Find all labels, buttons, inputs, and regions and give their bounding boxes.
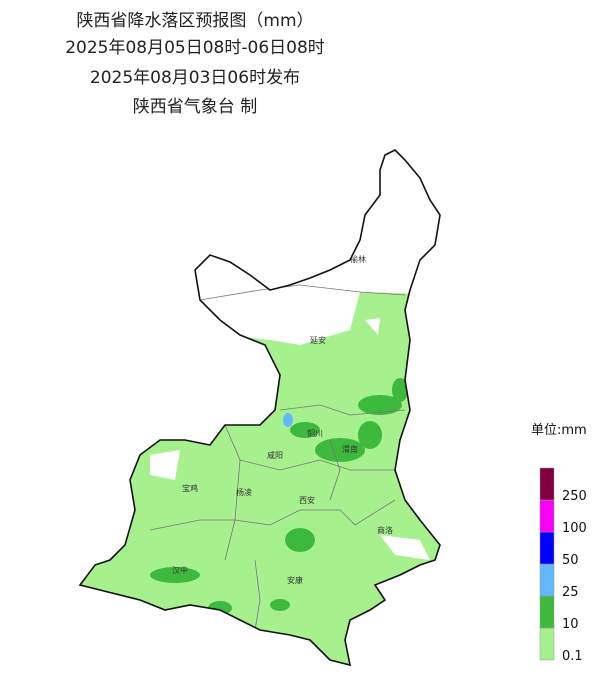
city-label: 杨凌 bbox=[236, 487, 252, 497]
title-line: 陕西省降水落区预报图（mm） bbox=[76, 11, 313, 31]
city-boundaries bbox=[149, 284, 406, 631]
title-line: 2025年08月03日06时发布 bbox=[90, 68, 300, 88]
legend-label: 100 bbox=[562, 521, 587, 536]
moderate-rain-area bbox=[150, 378, 408, 615]
legend-swatch bbox=[539, 531, 555, 565]
legend-label: 50 bbox=[562, 553, 579, 568]
heavy-rain-area bbox=[283, 413, 293, 427]
city-label: 延安 bbox=[310, 335, 326, 345]
city-label: 商洛 bbox=[377, 525, 393, 535]
legend-label: 0.1 bbox=[562, 649, 583, 664]
legend-label: 10 bbox=[562, 617, 579, 632]
city-label: 榆林 bbox=[350, 254, 366, 264]
city-label: 安康 bbox=[287, 575, 303, 585]
city-label: 汉中 bbox=[172, 565, 188, 575]
legend-label: 250 bbox=[562, 489, 587, 504]
title-line: 2025年08月05日08时-06日08时 bbox=[65, 38, 325, 58]
city-label: 咸阳 bbox=[267, 450, 283, 460]
legend-swatch bbox=[539, 627, 555, 661]
city-label: 宝鸡 bbox=[182, 483, 198, 493]
city-label: 渭南 bbox=[342, 444, 358, 454]
legend-label: 25 bbox=[562, 585, 579, 600]
legend-swatch bbox=[539, 499, 555, 533]
legend-title: 单位:mm bbox=[531, 423, 587, 438]
legend-swatch bbox=[539, 467, 555, 501]
city-label: 铜川 bbox=[307, 428, 323, 438]
legend-swatch bbox=[539, 563, 555, 597]
rain-areas bbox=[80, 150, 440, 665]
title-line: 陕西省气象台 制 bbox=[133, 97, 257, 117]
no-rain-area bbox=[180, 150, 440, 345]
city-label: 西安 bbox=[299, 495, 315, 505]
legend-swatch bbox=[539, 595, 555, 629]
